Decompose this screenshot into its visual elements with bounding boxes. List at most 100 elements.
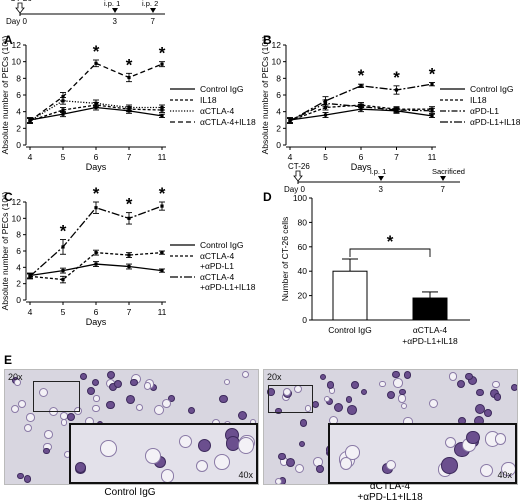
stained-cell <box>403 371 412 379</box>
timeline-top-event-marker-1 <box>150 8 156 13</box>
timeline-top-event-day-1: 7 <box>151 17 156 26</box>
panel-b-y-tick-label: 8 <box>276 73 281 83</box>
magnification-40x-label: 40x <box>497 470 512 480</box>
stained-cell <box>278 452 286 461</box>
panel-a-data-point <box>94 61 98 65</box>
timeline-top-event-marker-0 <box>112 8 118 13</box>
timeline-top-start-label: CT-26 <box>10 0 32 3</box>
panel-b-legend-label-1: IL18 <box>470 95 487 105</box>
panel-c-data-point <box>94 262 98 266</box>
panel-d-category-label-0: Control IgG <box>328 325 371 335</box>
stained-cell <box>294 463 305 474</box>
stained-cell <box>26 413 35 422</box>
panel-d-category-label-1-cont: +αPD-L1+IL18 <box>402 336 458 346</box>
panel-c-x-tick-label: 4 <box>28 307 33 317</box>
panel-b-series-line-1 <box>289 104 432 122</box>
panel-a-legend-label-2: αCTLA-4 <box>200 106 234 116</box>
panel-c-legend-label-1-cont: +αPD-L1 <box>200 261 234 271</box>
stained-cell <box>160 469 175 482</box>
stained-cell <box>23 423 33 433</box>
panel-c-data-point <box>160 269 164 273</box>
panel-a-significance-star: * <box>126 55 133 74</box>
panel-c-x-tick-label: 7 <box>127 307 132 317</box>
stained-cell <box>494 432 507 445</box>
stained-cell <box>66 413 75 422</box>
panel-c-legend-label-1: αCTLA-4 <box>200 251 234 261</box>
stained-cell <box>195 459 208 472</box>
panel-a-x-tick-label: 7 <box>127 152 132 162</box>
panel-b-legend-label-2: αPD-L1 <box>470 106 499 116</box>
panel-a-legend-label-3: αCTLA-4+IL18 <box>200 117 256 127</box>
panel-c-data-point <box>127 264 131 269</box>
panel-c-x-tick-label: 5 <box>61 307 66 317</box>
stained-cell <box>60 419 68 426</box>
stained-cell <box>126 394 135 404</box>
stained-cell <box>113 379 123 388</box>
panel-b-x-tick-label: 6 <box>359 152 364 162</box>
panel-a-y-tick-label: 4 <box>16 107 21 117</box>
zoom-region-box <box>33 381 80 412</box>
timeline-top-day0-label: Day 0 <box>6 17 27 26</box>
zoom-inset: 40x <box>328 423 517 484</box>
stained-cell <box>283 387 292 397</box>
panel-b-data-point <box>359 84 363 88</box>
panel-c-y-tick-label: 6 <box>16 246 21 256</box>
panel-d-y-tick-label: 20 <box>298 291 308 301</box>
timeline-top-event-day-0: 3 <box>113 17 118 26</box>
panel-b-y-tick-label: 12 <box>272 40 282 50</box>
stained-cell <box>444 436 457 449</box>
stained-cell <box>43 430 53 439</box>
panel-b-series-line-3 <box>289 83 433 122</box>
stained-cell <box>154 405 165 416</box>
stained-cell <box>92 404 100 413</box>
stained-cell <box>312 401 320 409</box>
stained-cell <box>224 379 231 386</box>
stained-cell <box>385 459 396 470</box>
panel-c-x-axis-label: Days <box>86 317 107 327</box>
panel-c-significance-star: * <box>93 184 100 203</box>
stained-cell <box>130 378 138 387</box>
panel-d-y-axis-label: Number of CT-26 cells <box>280 217 290 302</box>
panel-b-y-tick-label: 2 <box>276 123 281 133</box>
panel-b-x-tick-label: 7 <box>394 152 399 162</box>
panel-c-data-point <box>160 204 164 208</box>
stained-cell <box>91 378 100 387</box>
panel-c-legend-label-2-cont: +αPD-L1+IL18 <box>200 282 256 292</box>
stained-cell <box>457 379 466 388</box>
panel-a-significance-star: * <box>159 44 166 63</box>
stained-cell <box>501 461 515 477</box>
stained-cell <box>145 448 161 465</box>
panel-b-data-point <box>430 109 434 113</box>
stained-cell <box>492 380 500 389</box>
panel-a-y-tick-label: 10 <box>12 57 22 67</box>
panel-letter-e: E <box>4 353 12 367</box>
zoom-region-box <box>268 385 313 413</box>
timeline-d-event-marker-1 <box>440 176 446 181</box>
stained-cell <box>17 472 25 480</box>
stained-cell <box>347 405 357 415</box>
panel-a-x-tick-label: 5 <box>61 152 66 162</box>
panel-c-data-point <box>94 206 98 210</box>
panel-c-significance-star: * <box>60 222 67 241</box>
panel-c-data-point <box>28 274 32 278</box>
stained-cell <box>428 398 439 408</box>
caption-combination: αCTLA-4 +αPD-L1+IL18 <box>330 481 450 503</box>
stained-cell <box>38 387 48 397</box>
stained-cell <box>466 430 480 445</box>
stained-cell <box>345 445 361 460</box>
stained-cell <box>93 395 100 402</box>
panel-b-legend-label-3: αPD-L1+IL18 <box>470 117 520 127</box>
panel-a-y-tick-label: 8 <box>16 73 21 83</box>
stained-cell <box>219 394 228 404</box>
panel-b-x-tick-label: 5 <box>323 152 328 162</box>
stained-cell <box>106 400 115 409</box>
panel-a-y-tick-label: 2 <box>16 123 21 133</box>
panel-b-significance-star: * <box>429 65 436 84</box>
panel-a-data-point <box>61 95 65 99</box>
stained-cell <box>392 370 400 379</box>
panel-letter-a: A <box>4 33 13 47</box>
panel-a-data-point <box>127 105 131 110</box>
panel-d-y-tick-label: 80 <box>298 217 308 227</box>
panel-b-x-axis-label: Days <box>351 162 372 172</box>
